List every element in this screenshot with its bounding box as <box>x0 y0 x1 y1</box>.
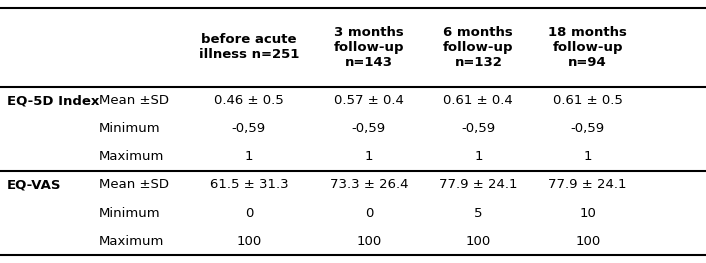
Text: EQ-VAS: EQ-VAS <box>7 179 61 191</box>
Text: 0.46 ± 0.5: 0.46 ± 0.5 <box>214 94 284 107</box>
Text: Minimum: Minimum <box>99 122 160 135</box>
Text: 1: 1 <box>583 150 592 163</box>
Text: 1: 1 <box>474 150 483 163</box>
Text: 73.3 ± 26.4: 73.3 ± 26.4 <box>330 179 408 191</box>
Text: Maximum: Maximum <box>99 235 164 247</box>
Text: -0,59: -0,59 <box>570 122 605 135</box>
Text: 3 months
follow-up
n=143: 3 months follow-up n=143 <box>334 26 404 69</box>
Text: 10: 10 <box>580 206 596 220</box>
Text: Mean ±SD: Mean ±SD <box>99 179 169 191</box>
Text: -0,59: -0,59 <box>352 122 386 135</box>
Text: -0,59: -0,59 <box>461 122 496 135</box>
Text: 61.5 ± 31.3: 61.5 ± 31.3 <box>210 179 288 191</box>
Text: -0,59: -0,59 <box>232 122 266 135</box>
Text: Mean ±SD: Mean ±SD <box>99 94 169 107</box>
Text: 100: 100 <box>575 235 600 247</box>
Text: EQ-5D Index: EQ-5D Index <box>7 94 100 107</box>
Text: 0.61 ± 0.5: 0.61 ± 0.5 <box>553 94 623 107</box>
Text: 0.57 ± 0.4: 0.57 ± 0.4 <box>334 94 404 107</box>
Text: Maximum: Maximum <box>99 150 164 163</box>
Text: 0.61 ± 0.4: 0.61 ± 0.4 <box>443 94 513 107</box>
Text: Minimum: Minimum <box>99 206 160 220</box>
Text: 100: 100 <box>357 235 381 247</box>
Text: 18 months
follow-up
n=94: 18 months follow-up n=94 <box>549 26 627 69</box>
Text: 1: 1 <box>364 150 373 163</box>
Text: 100: 100 <box>466 235 491 247</box>
Text: 1: 1 <box>244 150 253 163</box>
Text: 5: 5 <box>474 206 483 220</box>
Text: 6 months
follow-up
n=132: 6 months follow-up n=132 <box>443 26 513 69</box>
Text: before acute
illness n=251: before acute illness n=251 <box>198 33 299 61</box>
Text: 77.9 ± 24.1: 77.9 ± 24.1 <box>439 179 517 191</box>
Text: 77.9 ± 24.1: 77.9 ± 24.1 <box>549 179 627 191</box>
Text: 0: 0 <box>245 206 253 220</box>
Text: 100: 100 <box>237 235 261 247</box>
Text: 0: 0 <box>365 206 373 220</box>
